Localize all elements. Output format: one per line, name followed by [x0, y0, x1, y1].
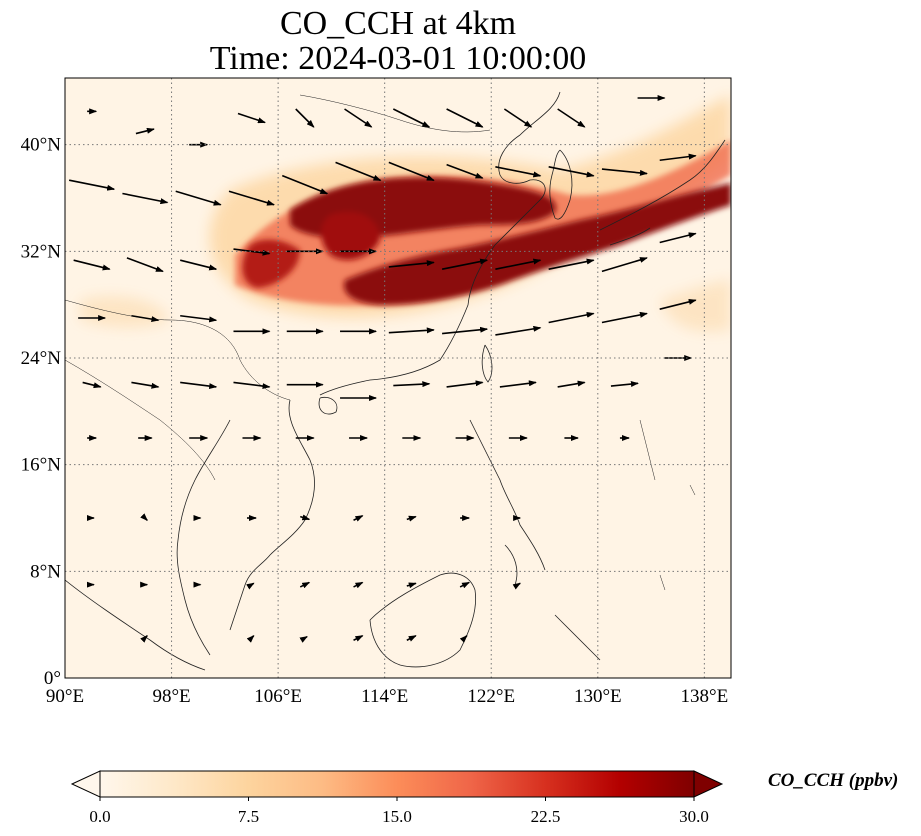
colorbar-extend-max: [693, 770, 724, 798]
wind-arrow: [246, 635, 255, 643]
wind-arrow: [392, 108, 431, 128]
wind-arrow: [601, 168, 648, 176]
wind-arrow: [548, 311, 595, 324]
colorbar-tick-labels: 0.0 7.5 15.0 22.5 30.0: [89, 797, 709, 826]
lon-tick-label: 90°E: [46, 686, 84, 707]
wind-arrow: [233, 248, 271, 256]
wind-arrow: [610, 381, 639, 387]
wind-arrow: [246, 582, 255, 590]
colorbar-extend-min: [70, 770, 101, 798]
wind-vectors: [68, 95, 697, 643]
lat-tick-label: 40°N: [21, 135, 62, 156]
colorbar-label: CO_CCH (ppbv): [768, 770, 899, 791]
wind-arrow: [122, 192, 169, 205]
colorbar-tick-label: 30.0: [679, 807, 709, 826]
wind-arrow: [512, 582, 521, 590]
colorbar-tick-label: 15.0: [382, 807, 412, 826]
wind-arrow: [180, 314, 218, 323]
wind-arrow: [601, 311, 648, 324]
wind-arrow: [601, 257, 648, 273]
wind-arrow: [300, 514, 311, 521]
longitude-tick-labels: 90°E 98°E 106°E 114°E 122°E 130°E 138°E: [46, 686, 728, 707]
coastlines: [65, 91, 726, 671]
wind-arrow: [353, 635, 364, 642]
wind-arrow: [353, 581, 364, 589]
wind-arrow: [406, 635, 417, 642]
colorbar-gradient: [99, 770, 695, 798]
wind-arrow: [175, 190, 222, 206]
lat-tick-label: 32°N: [21, 241, 62, 262]
wind-arrow: [180, 381, 218, 390]
colorbar-tick-label: 0.0: [89, 807, 110, 826]
lat-tick-label: 24°N: [21, 348, 62, 369]
wind-arrow: [659, 153, 697, 162]
wind-arrow: [557, 380, 586, 388]
lon-tick-label: 106°E: [254, 686, 302, 707]
wind-arrow: [503, 108, 533, 128]
wind-arrow: [131, 314, 160, 323]
wind-arrow: [344, 108, 373, 128]
colorbar: 0.0 7.5 15.0 22.5 30.0: [70, 770, 724, 826]
lon-tick-label: 114°E: [361, 686, 408, 707]
figure-title: CO_CCH at 4km: [279, 5, 517, 42]
wind-arrow: [548, 166, 595, 178]
wind-arrow: [446, 163, 484, 179]
wind-arrow: [446, 380, 484, 388]
wind-arrow: [495, 258, 542, 270]
wind-arrow: [446, 108, 484, 128]
lat-tick-label: 0°: [44, 668, 61, 689]
wind-arrow: [140, 635, 148, 643]
latitude-tick-labels: 0° 8°N 16°N 24°N 32°N 40°N: [21, 135, 62, 689]
lon-tick-label: 122°E: [467, 686, 515, 707]
wind-arrow: [237, 112, 266, 124]
wind-arrow: [180, 259, 218, 271]
wind-arrow: [299, 581, 311, 589]
wind-arrow: [442, 326, 489, 335]
wind-arrow: [295, 108, 315, 128]
figure-subtitle: Time: 2024-03-01 10:00:00: [209, 40, 587, 77]
wind-arrow: [228, 190, 275, 206]
wind-arrow: [393, 381, 431, 388]
wind-arrow: [441, 258, 489, 270]
lat-tick-label: 16°N: [21, 455, 62, 476]
wind-arrow: [140, 513, 148, 521]
wind-arrow: [135, 127, 155, 135]
wind-arrow: [406, 515, 417, 522]
wind-arrow: [659, 232, 697, 244]
colorbar-tick-label: 22.5: [531, 807, 561, 826]
wind-arrow: [557, 108, 586, 128]
wind-arrow: [388, 260, 435, 268]
colorbar-tick-label: 7.5: [238, 807, 259, 826]
wind-arrow: [388, 161, 435, 182]
wind-arrow: [499, 380, 537, 388]
wind-arrow: [281, 174, 329, 195]
wind-arrow: [459, 581, 470, 589]
wind-arrow: [495, 325, 542, 336]
lat-tick-label: 8°N: [30, 561, 61, 582]
wind-arrow: [548, 258, 595, 270]
map-frame: [64, 77, 732, 679]
wind-arrow: [659, 298, 697, 310]
wind-arrow: [68, 179, 116, 191]
wind-arrow: [82, 381, 102, 389]
lon-tick-label: 138°E: [681, 686, 729, 707]
wind-arrow: [73, 259, 111, 271]
wind-arrow: [459, 635, 468, 643]
wind-arrow: [353, 515, 364, 522]
wind-arrow: [233, 381, 271, 390]
wind-arrow: [388, 327, 435, 334]
wind-arrow: [495, 166, 542, 178]
lon-tick-label: 130°E: [574, 686, 622, 707]
wind-arrow: [126, 257, 164, 273]
wind-arrow: [131, 381, 160, 389]
gridlines: [65, 78, 731, 678]
lon-tick-label: 98°E: [152, 686, 190, 707]
wind-arrow: [299, 635, 308, 643]
wind-arrow: [335, 161, 382, 182]
wind-arrow: [406, 582, 417, 589]
